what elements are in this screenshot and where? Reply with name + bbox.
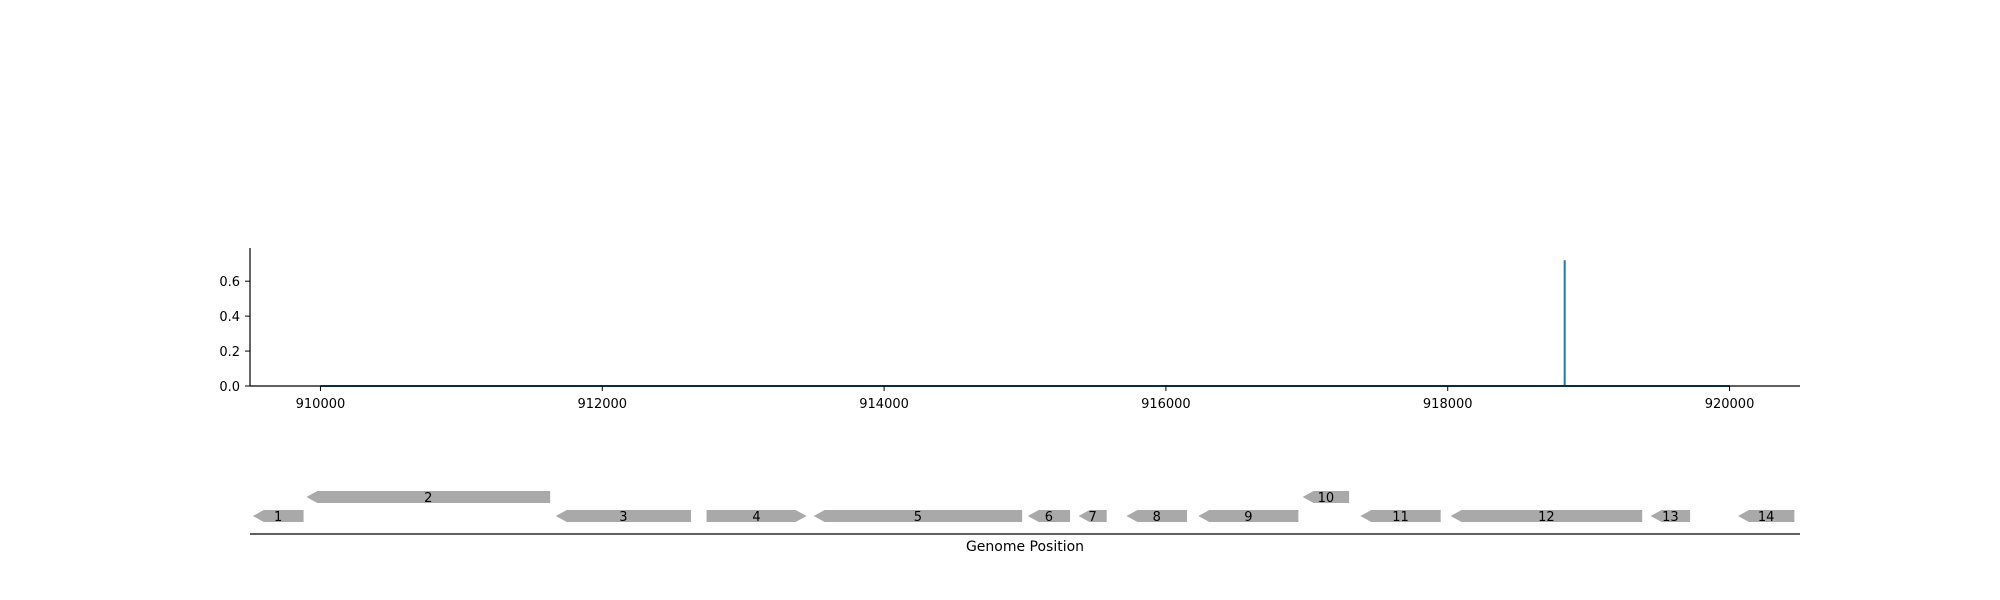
gene-7: 7: [1078, 510, 1107, 525]
x-tick-label: 916000: [1141, 397, 1191, 412]
gene-label: 13: [1662, 510, 1679, 525]
gene-label: 7: [1088, 510, 1096, 525]
gene-arrow: [1738, 510, 1795, 522]
gene-arrow: [1078, 510, 1107, 522]
gene-1: 1: [252, 510, 304, 525]
gene-label: 11: [1392, 510, 1409, 525]
gene-11: 11: [1360, 510, 1441, 525]
x-tick-label: 912000: [577, 397, 627, 412]
gene-arrow: [306, 491, 551, 503]
coverage-y-ticks: 0.0 0.2 0.4 0.6: [219, 275, 250, 395]
gene-label: 12: [1538, 510, 1555, 525]
gene-10: 10: [1302, 491, 1350, 506]
y-tick-label: 0.4: [219, 310, 240, 325]
gene-arrow: [1126, 510, 1188, 522]
gene-8: 8: [1126, 510, 1188, 525]
gene-14: 14: [1738, 510, 1795, 525]
y-tick-label: 0.0: [219, 380, 240, 395]
gene-9: 9: [1198, 510, 1299, 525]
gene-label: 5: [914, 510, 922, 525]
gene-arrow: [813, 510, 1023, 522]
gene-label: 1: [274, 510, 282, 525]
gene-arrow: [1027, 510, 1071, 522]
y-tick-label: 0.2: [219, 345, 240, 360]
gene-arrow: [1360, 510, 1441, 522]
x-tick-label: 914000: [859, 397, 909, 412]
gene-arrow: [1198, 510, 1299, 522]
gene-6: 6: [1027, 510, 1071, 525]
gene-label: 9: [1244, 510, 1252, 525]
gene-label: 10: [1318, 491, 1335, 506]
gene-arrow: [555, 510, 692, 522]
gene-3: 3: [555, 510, 692, 525]
gene-map-x-axis-label: Genome Position: [966, 539, 1084, 555]
x-tick-label: 918000: [1423, 397, 1473, 412]
gene-arrow: [1450, 510, 1643, 522]
gene-arrow: [252, 510, 304, 522]
gene-4: 4: [706, 510, 807, 525]
coverage-line: [320, 260, 1730, 387]
coverage-x-ticks: 910000 912000 914000 916000 918000 920000: [296, 386, 1755, 412]
x-tick-label: 910000: [296, 397, 346, 412]
x-tick-label: 920000: [1705, 397, 1755, 412]
gene-arrow: [706, 510, 807, 522]
gene-label: 6: [1045, 510, 1053, 525]
y-tick-label: 0.6: [219, 275, 240, 290]
gene-label: 2: [424, 491, 432, 506]
gene-5: 5: [813, 510, 1023, 525]
gene-2: 2: [306, 491, 551, 506]
coverage-plot: 0.0 0.2 0.4 0.6 910000 912000 914000 916000 918…: [219, 248, 1800, 412]
gene-arrow: [1650, 510, 1691, 522]
gene-label: 4: [752, 510, 760, 525]
gene-label: 14: [1758, 510, 1775, 525]
gene-12: 12: [1450, 510, 1643, 525]
gene-label: 8: [1153, 510, 1161, 525]
coverage-series: [320, 260, 1730, 387]
gene-arrow: [1302, 491, 1350, 503]
gene-label: 3: [619, 510, 627, 525]
gene-13: 13: [1650, 510, 1691, 525]
